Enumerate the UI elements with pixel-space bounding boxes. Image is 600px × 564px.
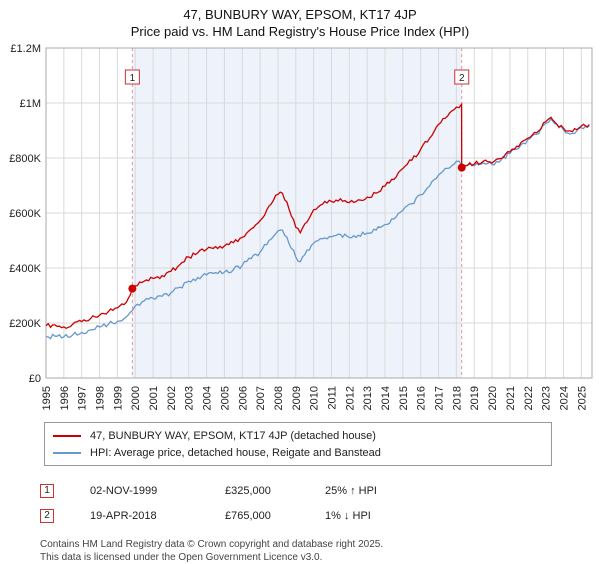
chart-legend: 47, BUNBURY WAY, EPSOM, KT17 4JP (detach…: [44, 422, 552, 466]
svg-text:2: 2: [459, 73, 465, 84]
legend-item-hpi: HPI: Average price, detached house, Reig…: [53, 444, 543, 461]
svg-text:2005: 2005: [219, 386, 231, 410]
svg-text:2003: 2003: [184, 386, 196, 410]
svg-text:2011: 2011: [326, 386, 338, 410]
sales-table: 1 02-NOV-1999 £325,000 25% ↑ HPI 2 19-AP…: [40, 478, 600, 528]
svg-text:1998: 1998: [95, 386, 107, 410]
svg-text:2010: 2010: [309, 386, 321, 410]
sale-1-price: £325,000: [225, 484, 271, 497]
legend-item-property: 47, BUNBURY WAY, EPSOM, KT17 4JP (detach…: [53, 427, 543, 444]
license-footer: Contains HM Land Registry data © Crown c…: [40, 538, 600, 564]
page-title: 47, BUNBURY WAY, EPSOM, KT17 4JP: [183, 7, 417, 22]
svg-text:£600K: £600K: [9, 208, 41, 220]
svg-text:2009: 2009: [291, 386, 303, 410]
footer-line-1: Contains HM Land Registry data © Crown c…: [40, 539, 384, 550]
svg-text:2001: 2001: [148, 386, 160, 410]
page-subtitle: Price paid vs. HM Land Registry's House …: [130, 24, 470, 39]
svg-text:£0: £0: [29, 373, 41, 385]
svg-text:2017: 2017: [434, 386, 446, 410]
svg-text:2019: 2019: [469, 386, 481, 410]
hpi-line-swatch: [53, 451, 81, 454]
svg-text:2024: 2024: [558, 386, 570, 410]
sale-2-date: 19-APR-2018: [90, 509, 157, 522]
svg-text:2013: 2013: [362, 386, 374, 410]
svg-text:2022: 2022: [523, 386, 535, 410]
svg-text:2015: 2015: [398, 386, 410, 410]
sale-2-price: £765,000: [225, 509, 271, 522]
svg-text:£800K: £800K: [9, 153, 41, 165]
svg-text:2018: 2018: [451, 386, 463, 410]
sale-2-marker: 2: [40, 508, 54, 523]
legend-hpi-label: HPI: Average price, detached house, Reig…: [90, 446, 381, 459]
svg-text:2025: 2025: [576, 386, 588, 410]
sale-1-hpi-delta: 25% ↑ HPI: [325, 484, 377, 497]
svg-text:2002: 2002: [166, 386, 178, 410]
sale-row-1: 1 02-NOV-1999 £325,000 25% ↑ HPI: [40, 478, 600, 503]
sale-1-marker: 1: [40, 483, 54, 498]
sale-2-hpi-delta: 1% ↓ HPI: [325, 509, 371, 522]
svg-text:£1M: £1M: [20, 98, 41, 110]
legend-property-label: 47, BUNBURY WAY, EPSOM, KT17 4JP (detach…: [90, 429, 376, 442]
svg-text:2020: 2020: [487, 386, 499, 410]
svg-text:£400K: £400K: [9, 263, 41, 275]
svg-text:1999: 1999: [112, 386, 124, 410]
svg-text:2016: 2016: [416, 386, 428, 410]
svg-text:2006: 2006: [237, 386, 249, 410]
svg-text:2023: 2023: [541, 386, 553, 410]
svg-text:1995: 1995: [41, 386, 53, 410]
svg-text:£1.2M: £1.2M: [10, 43, 41, 55]
svg-text:1996: 1996: [59, 386, 71, 410]
svg-text:£200K: £200K: [9, 318, 41, 330]
svg-text:2000: 2000: [130, 386, 142, 410]
sale-1-date: 02-NOV-1999: [90, 484, 158, 497]
property-line-swatch: [53, 434, 81, 437]
svg-text:2014: 2014: [380, 386, 392, 410]
price-history-chart: £0 £200K £400K £600K £800K £1M £1.2M 1995 1996 19…: [9, 43, 593, 410]
svg-text:2008: 2008: [273, 386, 285, 410]
svg-text:2021: 2021: [505, 386, 517, 410]
svg-text:2007: 2007: [255, 386, 267, 410]
svg-text:1997: 1997: [77, 386, 89, 410]
svg-text:2004: 2004: [202, 386, 214, 410]
svg-text:1: 1: [130, 73, 136, 84]
svg-text:2012: 2012: [344, 386, 356, 410]
sale-row-2: 2 19-APR-2018 £765,000 1% ↓ HPI: [40, 503, 600, 528]
footer-line-2: This data is licensed under the Open Gov…: [40, 552, 323, 563]
